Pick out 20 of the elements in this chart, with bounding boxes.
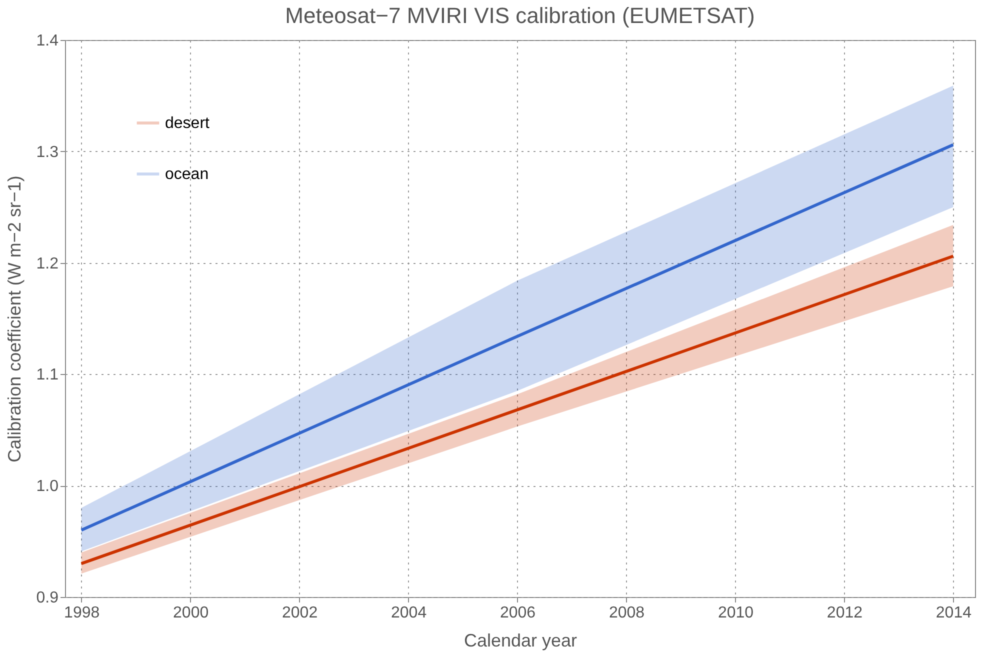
x-tick-label: 2010 [718,604,754,622]
legend-label: ocean [165,166,209,183]
x-tick-label: 2006 [500,604,536,622]
y-tick-label: 1.3 [36,144,59,161]
x-tick-label: 2014 [936,604,972,622]
x-tick-label: 2004 [390,604,427,622]
y-tick-label: 1.2 [36,255,59,272]
x-tick-label: 2000 [173,604,209,622]
y-tick-label: 1.1 [36,366,59,384]
y-tick-label: 1.0 [36,478,59,496]
y-tick-label: 0.9 [36,590,59,606]
x-tick-label: 2008 [608,604,645,622]
x-tick-label: 2002 [282,604,318,622]
x-tick-label: 1998 [64,604,100,622]
x-tick-label: 2012 [826,604,863,622]
y-axis-title: Calibration coefficient (W m−2 sr−1) [4,176,24,462]
legend-label: desert [165,115,210,132]
x-axis-title: Calendar year [464,630,578,650]
y-tick-label: 1.4 [36,32,59,50]
chart-title: Meteosat−7 MVIRI VIS calibration (EUMETSAT) [285,3,755,28]
